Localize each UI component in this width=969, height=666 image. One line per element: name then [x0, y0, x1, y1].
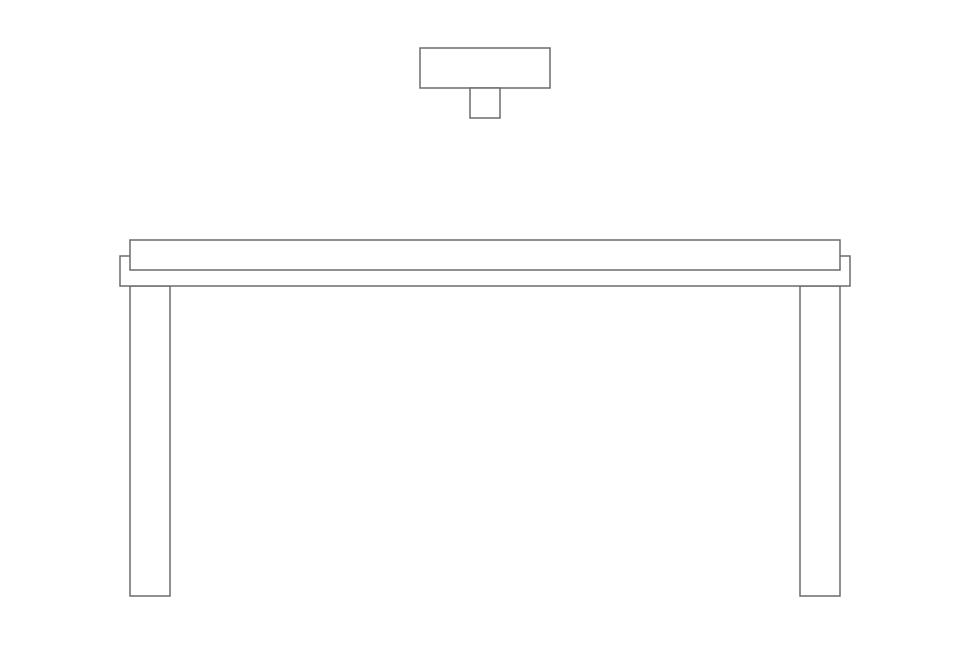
leg-right	[800, 286, 840, 596]
leg-left	[130, 286, 170, 596]
belt	[130, 240, 840, 270]
nozzle-body	[420, 48, 550, 88]
nozzle-stem	[470, 88, 500, 118]
